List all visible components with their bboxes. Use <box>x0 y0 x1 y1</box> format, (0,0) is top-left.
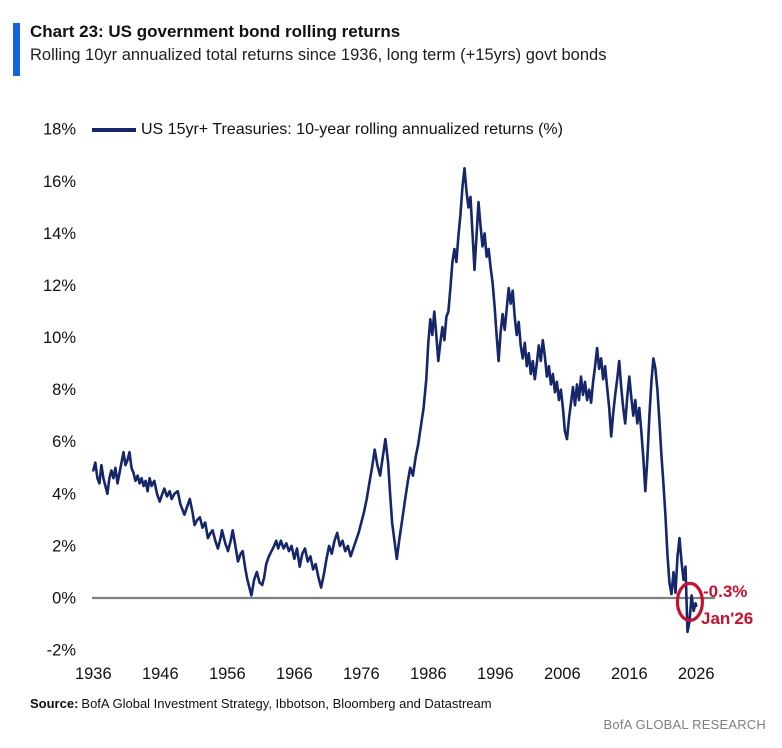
chart-subtitle: Rolling 10yr annualized total returns si… <box>30 46 607 64</box>
y-tick-label: 14% <box>43 225 76 243</box>
annotation-value: -0.3% <box>703 582 747 601</box>
source-line: Source: BofA Global Investment Strategy, … <box>30 696 492 711</box>
source-text: BofA Global Investment Strategy, Ibbotso… <box>81 696 492 711</box>
x-tick-label: 1976 <box>343 665 380 683</box>
y-tick-label: 4% <box>52 485 76 503</box>
y-tick-label: 2% <box>52 537 76 555</box>
legend-line-marker <box>92 128 136 132</box>
annotation-date: Jan'26 <box>701 609 753 628</box>
y-tick-label: 8% <box>52 381 76 399</box>
y-tick-label: -2% <box>47 642 77 660</box>
y-tick-label: 16% <box>43 173 76 191</box>
x-tick-label: 2026 <box>678 665 715 683</box>
x-tick-label: 1996 <box>477 665 514 683</box>
chart-title: Chart 23: US government bond rolling ret… <box>30 22 401 41</box>
x-tick-label: 2006 <box>544 665 581 683</box>
x-tick-label: 1936 <box>75 665 112 683</box>
brand-mark: BofA GLOBAL RESEARCH <box>603 717 766 732</box>
legend: US 15yr+ Treasuries: 10-year rolling ann… <box>92 121 563 139</box>
series-line <box>92 167 698 634</box>
x-axis-tick-labels: 1936 1946 1956 1966 1976 1986 1996 2006 2016 2026 <box>75 665 715 683</box>
y-tick-label: 0% <box>52 590 76 608</box>
x-tick-label: 1946 <box>142 665 179 683</box>
y-tick-label: 12% <box>43 277 76 295</box>
x-tick-label: 1956 <box>209 665 246 683</box>
legend-label: US 15yr+ Treasuries: 10-year rolling ann… <box>141 121 563 138</box>
source-label: Source: <box>30 696 79 711</box>
x-tick-label: 1966 <box>276 665 313 683</box>
y-tick-label: 6% <box>52 433 76 451</box>
x-tick-label: 1986 <box>410 665 447 683</box>
title-accent-bar <box>13 23 20 76</box>
y-axis-tick-labels: 18% 16% 14% 12% 10% 8% 6% 4% 2% 0% -2% <box>43 121 76 660</box>
highlight-circle <box>675 581 705 623</box>
y-tick-label: 10% <box>43 329 76 347</box>
y-tick-label: 18% <box>43 121 76 139</box>
x-tick-label: 2016 <box>611 665 648 683</box>
